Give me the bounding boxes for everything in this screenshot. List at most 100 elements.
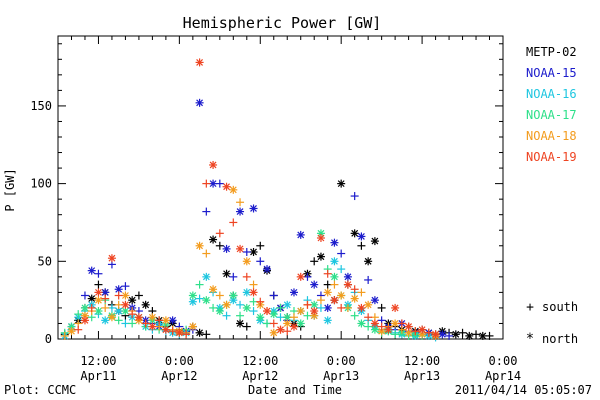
point-noaa-17-north xyxy=(202,296,211,305)
x-axis-label: Date and Time xyxy=(248,383,342,397)
point-noaa-15-north xyxy=(263,265,272,274)
point-noaa-18-north xyxy=(107,313,116,322)
point-noaa-18-south xyxy=(316,296,325,305)
point-noaa-15-south xyxy=(215,179,224,188)
marker-legend: + south * north xyxy=(526,300,578,347)
point-noaa-18-north xyxy=(296,307,305,316)
x-tick-label-time: 0:00 xyxy=(489,354,518,368)
point-noaa-19-south xyxy=(168,327,177,336)
point-noaa-17-south xyxy=(74,310,83,319)
point-noaa-19-south xyxy=(424,328,433,337)
point-noaa-18-north xyxy=(222,300,231,309)
point-noaa-18-south xyxy=(343,303,352,312)
chart-title: Hemispheric Power [GW] xyxy=(183,14,382,32)
point-noaa-16-south xyxy=(337,265,346,274)
x-tick-label-time: 0:00 xyxy=(165,354,194,368)
point-noaa-18-north xyxy=(269,328,278,337)
point-noaa-16-north xyxy=(323,316,332,325)
point-metp-02-south xyxy=(94,280,103,289)
point-noaa-15-north xyxy=(296,230,305,239)
x-axis-ticks: 12:00Apr110:00Apr1212:00Apr120:00Apr1312… xyxy=(57,36,521,383)
point-noaa-19-south xyxy=(87,303,96,312)
point-noaa-18-south xyxy=(202,249,211,258)
point-noaa-19-north xyxy=(107,254,116,263)
point-noaa-19-north xyxy=(276,325,285,334)
point-noaa-17-south xyxy=(350,311,359,320)
point-noaa-15-south xyxy=(364,275,373,284)
point-noaa-15-south xyxy=(202,207,211,216)
footer-timestamp: 2011/04/14 05:05:07 xyxy=(455,383,592,397)
x-tick-label-date: Apr13 xyxy=(323,369,359,383)
point-noaa-17-north xyxy=(188,291,197,300)
point-noaa-18-north xyxy=(323,288,332,297)
point-noaa-17-south xyxy=(391,330,400,339)
y-tick-label: 100 xyxy=(30,177,52,191)
x-tick-label-time: 12:00 xyxy=(242,354,278,368)
point-metp-02-south xyxy=(472,330,481,339)
marker-legend-south-label: south xyxy=(542,300,578,314)
point-noaa-16-north xyxy=(242,288,251,297)
point-noaa-19-south xyxy=(141,319,150,328)
legend-entry-noaa-18: NOAA-18 xyxy=(526,129,577,143)
point-noaa-17-north xyxy=(330,272,339,281)
point-noaa-18-north xyxy=(121,291,130,300)
point-noaa-17-north xyxy=(229,291,238,300)
point-noaa-17-south xyxy=(128,319,137,328)
point-noaa-18-north xyxy=(148,313,157,322)
point-metp-02-north xyxy=(236,319,245,328)
point-noaa-15-north xyxy=(168,316,177,325)
point-metp-02-north xyxy=(128,296,137,305)
point-noaa-19-north xyxy=(431,330,440,339)
legend-entry-noaa-19: NOAA-19 xyxy=(526,150,577,164)
point-noaa-19-north xyxy=(343,280,352,289)
point-metp-02-north xyxy=(316,252,325,261)
point-noaa-19-north xyxy=(330,296,339,305)
point-noaa-18-north xyxy=(195,241,204,250)
point-metp-02-north xyxy=(370,237,379,246)
point-noaa-17-south xyxy=(263,319,272,328)
data-points xyxy=(60,58,494,342)
point-noaa-15-north xyxy=(289,288,298,297)
x-tick-label-date: Apr12 xyxy=(161,369,197,383)
point-noaa-17-south xyxy=(249,297,258,306)
point-noaa-19-south xyxy=(202,179,211,188)
y-axis-ticks: 0 50 100 150 xyxy=(30,43,503,346)
x-tick-label-date: Apr12 xyxy=(242,369,278,383)
point-noaa-17-south xyxy=(276,303,285,312)
point-noaa-19-north xyxy=(357,303,366,312)
point-noaa-19-south xyxy=(229,218,238,227)
point-noaa-19-north xyxy=(222,182,231,191)
point-noaa-16-north xyxy=(283,300,292,309)
point-noaa-19-south xyxy=(182,330,191,339)
x-tick-label-time: 0:00 xyxy=(327,354,356,368)
point-noaa-18-north xyxy=(188,322,197,331)
point-noaa-18-north xyxy=(242,257,251,266)
y-tick-label: 50 xyxy=(38,254,52,268)
point-noaa-15-south xyxy=(445,331,454,340)
point-noaa-16-north xyxy=(101,316,110,325)
point-noaa-16-south xyxy=(316,303,325,312)
point-noaa-16-south xyxy=(236,300,245,309)
point-noaa-18-south xyxy=(289,313,298,322)
point-noaa-18-south xyxy=(114,300,123,309)
point-noaa-18-south xyxy=(357,288,366,297)
point-noaa-19-south xyxy=(155,316,164,325)
point-metp-02-south xyxy=(134,291,143,300)
point-metp-02-north xyxy=(465,331,474,340)
point-noaa-16-south xyxy=(249,307,258,316)
point-noaa-19-north xyxy=(209,160,218,169)
point-noaa-19-south xyxy=(377,322,386,331)
point-metp-02-south xyxy=(323,280,332,289)
point-noaa-19-north xyxy=(316,234,325,242)
point-noaa-17-north xyxy=(370,325,379,334)
point-noaa-15-north xyxy=(330,238,339,247)
x-tick-label-date: Apr13 xyxy=(404,369,440,383)
point-noaa-17-north xyxy=(296,319,305,328)
point-noaa-15-south xyxy=(80,291,89,300)
marker-legend-south-symbol: + xyxy=(526,300,534,315)
point-noaa-19-north xyxy=(310,307,319,316)
point-noaa-18-south xyxy=(60,331,69,340)
point-noaa-15-south xyxy=(229,272,238,281)
point-noaa-16-south xyxy=(107,303,116,312)
point-noaa-19-south xyxy=(350,285,359,294)
